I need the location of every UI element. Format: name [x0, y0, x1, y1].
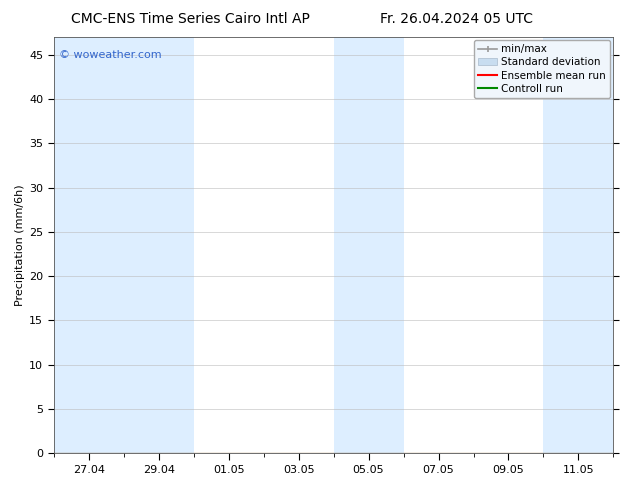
Text: Fr. 26.04.2024 05 UTC: Fr. 26.04.2024 05 UTC: [380, 12, 533, 26]
Text: CMC-ENS Time Series Cairo Intl AP: CMC-ENS Time Series Cairo Intl AP: [71, 12, 309, 26]
Legend: min/max, Standard deviation, Ensemble mean run, Controll run: min/max, Standard deviation, Ensemble me…: [474, 40, 611, 98]
Bar: [124, 37, 193, 453]
Bar: [54, 37, 124, 453]
Bar: [333, 37, 404, 453]
Bar: [543, 37, 614, 453]
Y-axis label: Precipitation (mm/6h): Precipitation (mm/6h): [15, 184, 25, 306]
Text: © woweather.com: © woweather.com: [60, 49, 162, 59]
